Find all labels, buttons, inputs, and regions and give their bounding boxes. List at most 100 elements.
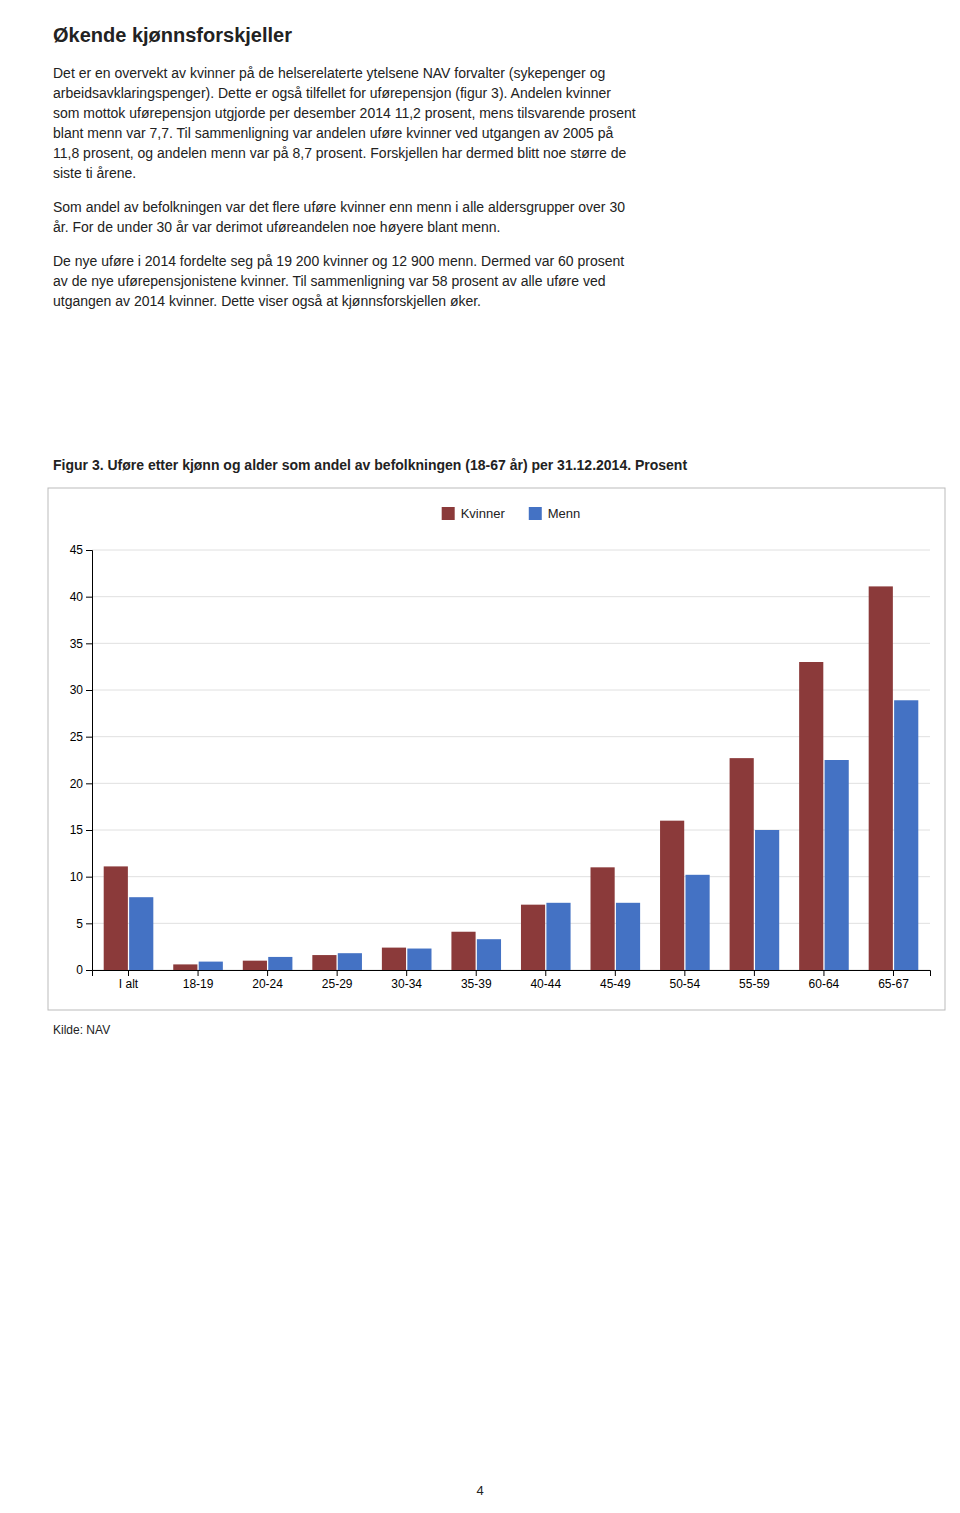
tick-label: 5 (76, 917, 83, 931)
legend-item: Kvinner (442, 506, 506, 521)
tick: 50-54 (670, 970, 701, 991)
tick-mark (545, 970, 546, 976)
paragraph: Som andel av befolkningen var det flere … (53, 199, 625, 235)
tick-label: 60-64 (809, 977, 840, 991)
tick: 15 (70, 823, 92, 837)
grid-line (92, 596, 930, 597)
bar (685, 875, 709, 970)
tick-mark (86, 830, 92, 831)
tick-label: 40 (70, 590, 84, 604)
tick-mark (86, 970, 92, 971)
tick: 35-39 (461, 970, 492, 991)
page-number: 4 (476, 1483, 483, 1498)
bar (825, 760, 849, 970)
bar (268, 957, 292, 970)
page: Økende kjønnsforskjeller Det er en overve… (0, 0, 960, 1513)
tick-mark (684, 970, 685, 976)
bar (755, 830, 779, 970)
tick-mark (476, 970, 477, 976)
tick: 45-49 (600, 970, 631, 991)
tick-mark (337, 970, 338, 976)
tick-mark (86, 737, 92, 738)
bar (338, 953, 362, 970)
tick-mark (615, 970, 616, 976)
tick-label: 30 (70, 683, 84, 697)
tick: 5 (76, 917, 92, 931)
legend-item: Menn (529, 506, 581, 521)
tick: 10 (70, 870, 92, 884)
tick-label: 30-34 (391, 977, 422, 991)
bar (894, 700, 918, 970)
chart-frame (48, 488, 945, 1010)
bar (382, 948, 406, 970)
bar (730, 758, 754, 970)
axis-domain (93, 971, 931, 977)
tick-label: 50-54 (670, 977, 701, 991)
heading: Økende kjønnsforskjeller (53, 24, 292, 46)
bar (129, 897, 153, 970)
bar (616, 903, 640, 970)
tick: 40 (70, 590, 92, 604)
grid-line (92, 550, 930, 551)
paragraph: De nye uføre i 2014 fordelte seg på 19 2… (53, 253, 624, 309)
tick-mark (86, 643, 92, 644)
grid (92, 550, 930, 970)
bar (660, 821, 684, 970)
tick-label: I alt (119, 977, 139, 991)
legend-label: Kvinner (461, 506, 506, 521)
grid-line (92, 643, 930, 644)
bar-series (104, 586, 893, 970)
tick-mark (406, 970, 407, 976)
bar-series (129, 700, 918, 970)
tick-label: 15 (70, 823, 84, 837)
tick-label: 35 (70, 637, 84, 651)
tick-label: 20-24 (252, 977, 283, 991)
legend-swatch (529, 507, 542, 520)
chart-title: Figur 3. Uføre etter kjønn og alder som … (53, 457, 687, 473)
tick-mark (86, 783, 92, 784)
paragraph: Det er en overvekt av kvinner på de hels… (53, 65, 636, 181)
y-axis: 051015202530354045 (70, 543, 93, 977)
tick: 30 (70, 683, 92, 697)
tick: 65-67 (878, 970, 909, 991)
bar (869, 586, 893, 970)
tick: 60-64 (809, 970, 840, 991)
tick-mark (86, 877, 92, 878)
tick-mark (86, 597, 92, 598)
tick-label: 18-19 (183, 977, 214, 991)
bar (799, 662, 823, 970)
tick-label: 35-39 (461, 977, 492, 991)
tick: 20-24 (252, 970, 283, 991)
tick-label: 45 (70, 543, 84, 557)
tick: 40-44 (530, 970, 561, 991)
tick-label: 0 (76, 963, 83, 977)
tick-label: 25-29 (322, 977, 353, 991)
tick-mark (267, 970, 268, 976)
tick-label: 10 (70, 870, 84, 884)
tick: 45 (70, 543, 92, 557)
tick-label: 40-44 (530, 977, 561, 991)
legend-swatch (442, 507, 455, 520)
legend-label: Menn (548, 506, 581, 521)
tick: 18-19 (183, 970, 214, 991)
tick-mark (823, 970, 824, 976)
tick-mark (754, 970, 755, 976)
bar (591, 867, 615, 970)
tick-label: 25 (70, 730, 84, 744)
legend: Kvinner Menn (442, 506, 581, 521)
tick: 25-29 (322, 970, 353, 991)
tick: 35 (70, 637, 92, 651)
x-axis: I alt 18-19 20-24 25-29 30-34 35-39 40-44 45-49… (93, 970, 931, 991)
bar (477, 939, 501, 970)
tick: 30-34 (391, 970, 422, 991)
bar (451, 932, 475, 970)
axis-domain (86, 551, 93, 971)
bar (312, 955, 336, 970)
source: Kilde: NAV (53, 1023, 110, 1037)
bar (521, 905, 545, 970)
bar (243, 961, 267, 970)
bar (199, 962, 223, 970)
tick-mark (86, 550, 92, 551)
tick-label: 45-49 (600, 977, 631, 991)
tick-mark (86, 923, 92, 924)
